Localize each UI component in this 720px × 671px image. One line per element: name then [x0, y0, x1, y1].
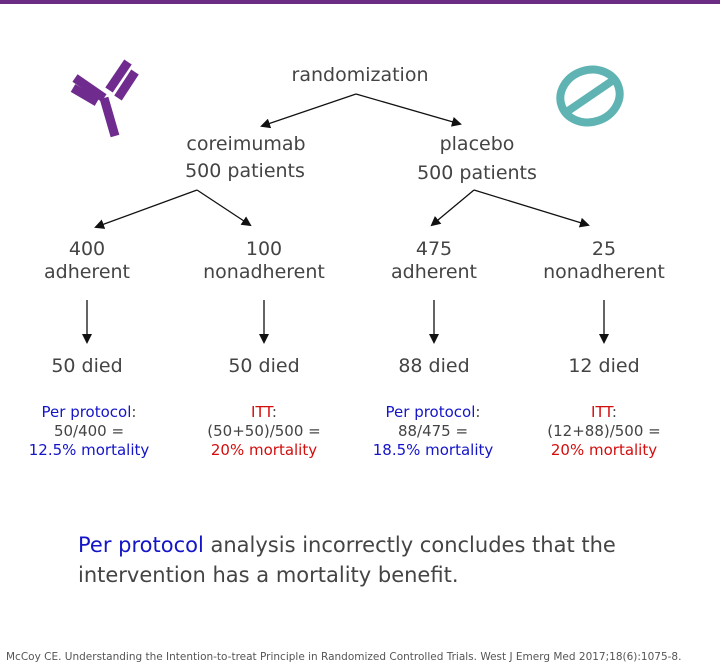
group-type: nonadherent [203, 261, 325, 283]
analysis-sep: : [611, 403, 617, 421]
top-accent-bar [0, 0, 720, 4]
group-count: 475 [415, 238, 453, 260]
analysis-label: Per protocol [41, 403, 132, 421]
antibody-icon [70, 59, 139, 138]
group-count: 400 [68, 238, 106, 260]
edge-arm1-g1 [94, 189, 198, 229]
edge-arm2-g1 [430, 189, 475, 227]
result: 20% mortality [210, 441, 318, 459]
analysis-label: ITT [591, 403, 612, 421]
group-count: 100 [245, 238, 283, 260]
result: 20% mortality [550, 441, 658, 459]
formula: (12+88)/500 = [547, 422, 661, 440]
edge-arm1-g2 [196, 189, 252, 227]
root-node: randomization [291, 64, 429, 86]
conclusion-rest: analysis incorrectly concludes that the … [78, 533, 616, 587]
group-count: 25 [591, 238, 617, 260]
analysis-sep: : [131, 403, 137, 421]
conclusion-text: Per protocol analysis incorrectly conclu… [78, 530, 678, 590]
result: 12.5% mortality [28, 441, 150, 459]
arm-1-patients: 500 patients [185, 160, 305, 182]
group-3-calc: Per protocol: 88/475 = 18.5% mortality [373, 403, 494, 460]
arm-1-name: coreimumab [186, 133, 306, 155]
group-4-died: 12 died [568, 355, 640, 377]
group-2: 100 nonadherent [203, 238, 325, 284]
formula: (50+50)/500 = [207, 422, 321, 440]
analysis-sep: : [271, 403, 277, 421]
edge-arm2-g2 [473, 189, 590, 228]
group-3: 475 adherent [391, 238, 477, 284]
group-type: adherent [43, 261, 131, 283]
formula: 88/475 = [397, 422, 469, 440]
conclusion-highlight: Per protocol [78, 533, 204, 557]
formula: 50/400 = [53, 422, 125, 440]
group-1: 400 adherent [44, 238, 130, 284]
group-1-died: 50 died [51, 355, 123, 377]
analysis-sep: : [475, 403, 481, 421]
analysis-label: Per protocol [385, 403, 476, 421]
pill-icon [556, 65, 624, 127]
group-2-calc: ITT: (50+50)/500 = 20% mortality [207, 403, 320, 460]
group-4-calc: ITT: (12+88)/500 = 20% mortality [547, 403, 660, 460]
group-type: adherent [390, 261, 478, 283]
citation: McCoy CE. Understanding the Intention-to… [6, 651, 682, 663]
arm-2-name: placebo [439, 133, 515, 155]
group-1-calc: Per protocol: 50/400 = 12.5% mortality [29, 403, 150, 460]
analysis-label: ITT [251, 403, 272, 421]
result: 18.5% mortality [372, 441, 494, 459]
group-type: nonadherent [543, 261, 665, 283]
group-4: 25 nonadherent [543, 238, 665, 284]
edge-root-arm1 [260, 93, 357, 129]
group-3-died: 88 died [398, 355, 470, 377]
edge-root-arm2 [355, 93, 462, 127]
group-2-died: 50 died [228, 355, 300, 377]
arm-2-patients: 500 patients [417, 162, 537, 184]
